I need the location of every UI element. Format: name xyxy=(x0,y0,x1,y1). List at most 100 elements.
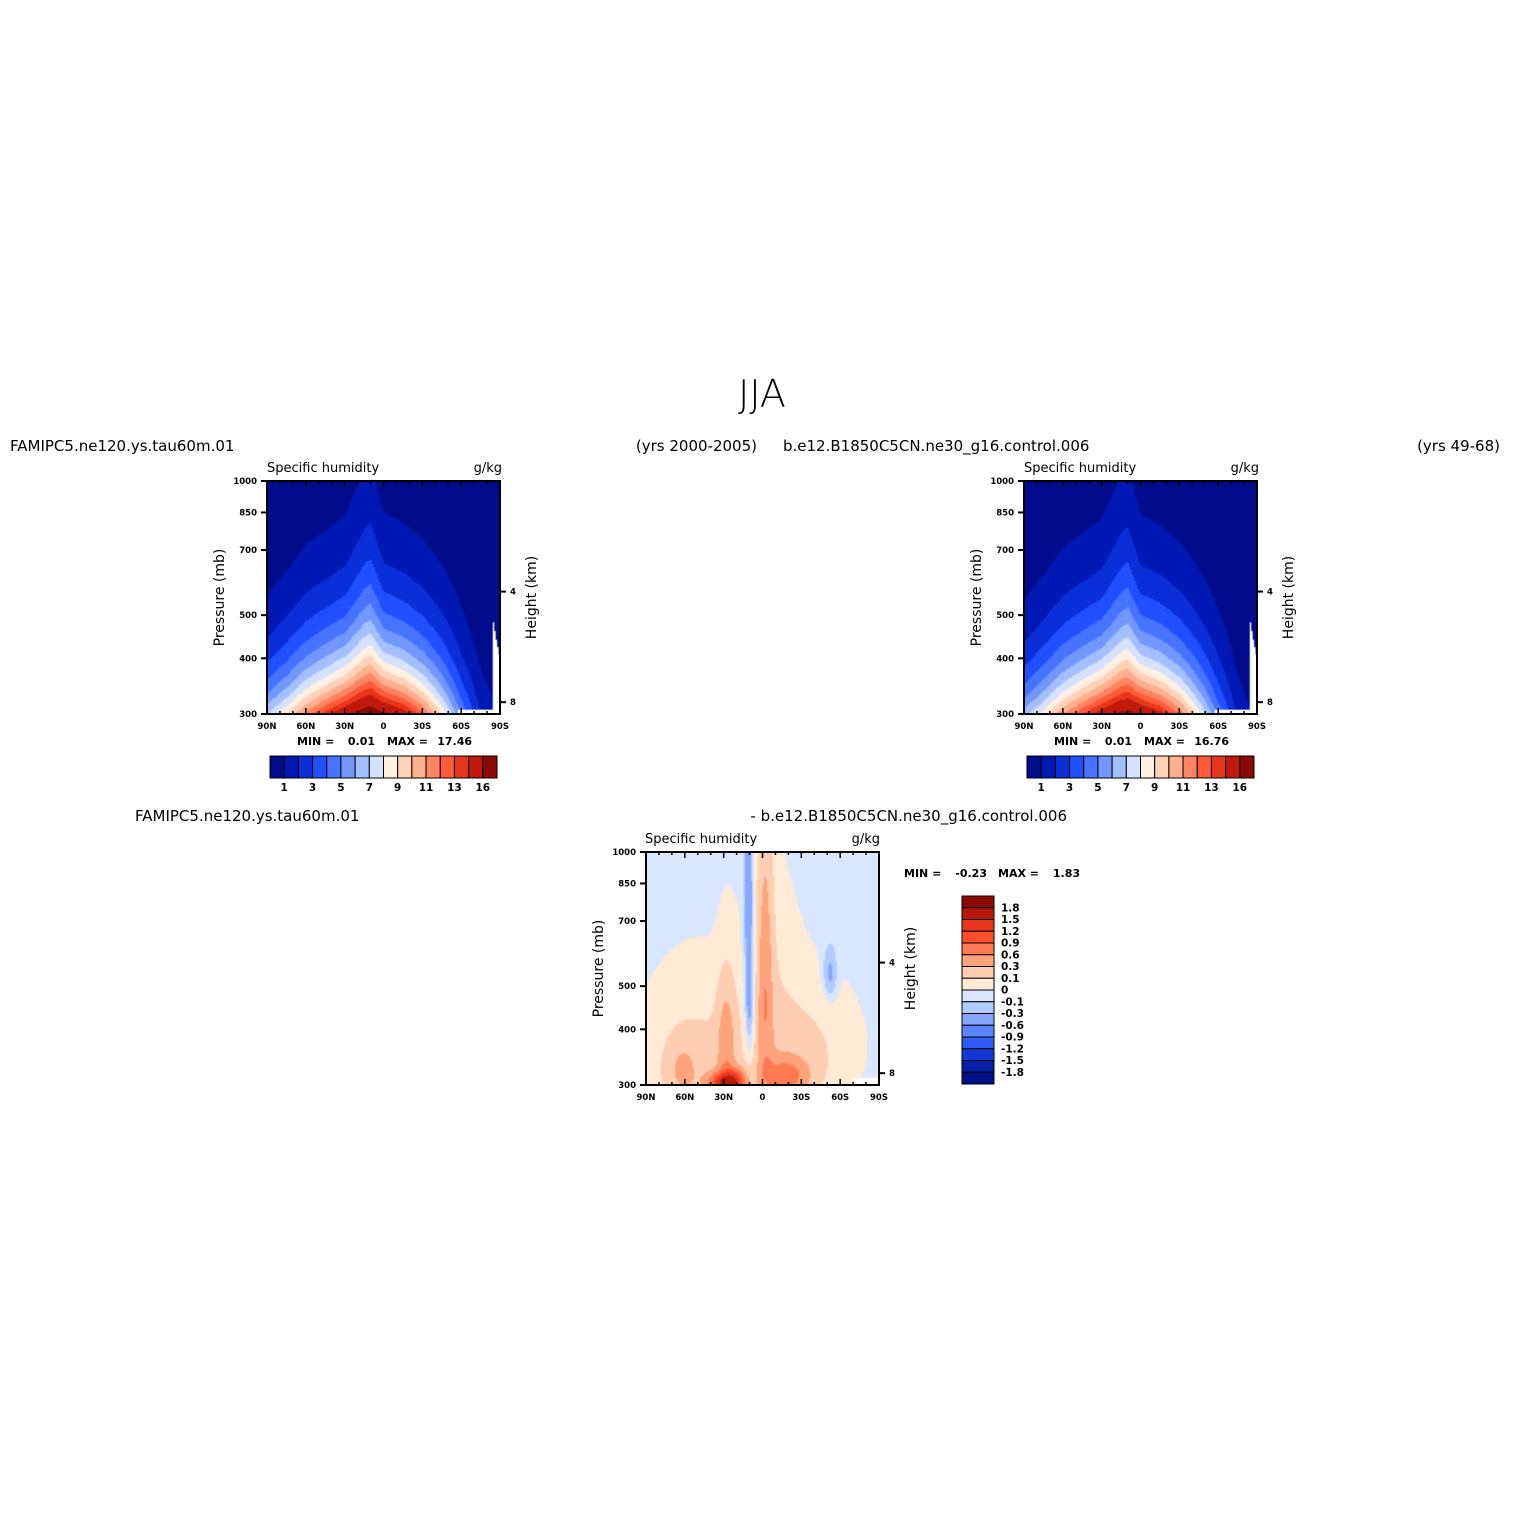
panel-3-variable: Specific humidity xyxy=(645,832,757,847)
y-axis-title: Pressure (mb) xyxy=(212,549,228,647)
panel-difference: FAMIPC5.ne120.ys.tau60m.01 - b.e12.B1850… xyxy=(135,807,1080,1103)
colorbar-swatch xyxy=(961,954,995,967)
panel-1-plot xyxy=(267,481,500,714)
colorbar-swatch xyxy=(312,755,328,779)
colorbar-label: 11 xyxy=(419,782,434,794)
colorbar-swatch xyxy=(269,755,285,779)
y-tick-label: 400 xyxy=(996,654,1014,664)
panel-1-max-value: 17.46 xyxy=(437,735,472,748)
x-tick-label: 30N xyxy=(1092,722,1111,732)
colorbar-label: 0.3 xyxy=(1001,961,1020,973)
colorbar-label: 13 xyxy=(447,782,462,794)
x-tick-label: 60S xyxy=(1209,722,1227,732)
colorbar-swatch xyxy=(1097,755,1113,779)
colorbar-swatch xyxy=(961,1060,995,1073)
colorbar-swatch xyxy=(961,989,995,1003)
x-tick-label: 30N xyxy=(714,1093,733,1103)
panel-2-colorbar: 1 3 5 7 9 11 13 16 xyxy=(1026,755,1255,794)
panel-1-min-label: MIN = xyxy=(297,735,334,748)
colorbar-swatch xyxy=(961,930,995,944)
colorbar-swatch xyxy=(411,755,427,779)
panel-2-years: (yrs 49-68) xyxy=(1417,437,1500,455)
y-tick-label: 500 xyxy=(239,611,257,621)
colorbar-swatch xyxy=(961,1013,995,1026)
colorbar-swatch xyxy=(961,1071,995,1085)
y-tick-label: 1000 xyxy=(990,477,1014,487)
colorbar-label: 7 xyxy=(1123,782,1130,794)
colorbar-label: 9 xyxy=(1151,782,1158,794)
colorbar-label: -1.5 xyxy=(1001,1055,1024,1067)
colorbar-swatch xyxy=(354,755,370,779)
colorbar-label: 1.5 xyxy=(1001,914,1020,926)
y-tick-label: 300 xyxy=(239,710,257,720)
y-right-tick-label: 8 xyxy=(510,698,516,708)
colorbar-swatch xyxy=(1239,755,1255,779)
panel-control: b.e12.B1850C5CN.ne30_g16.control.006 (yr… xyxy=(783,437,1500,794)
y-right-tick-label: 4 xyxy=(1267,588,1273,598)
colorbar-swatch xyxy=(439,755,455,779)
panel-2-max-value: 16.76 xyxy=(1194,735,1229,748)
y-tick-label: 700 xyxy=(239,546,257,556)
colorbar-swatch xyxy=(961,966,995,979)
colorbar-label: 0 xyxy=(1001,985,1008,997)
colorbar-label: 0.6 xyxy=(1001,949,1020,961)
x-tick-label: 60N xyxy=(1053,722,1072,732)
x-tick-label: 0 xyxy=(1138,722,1144,732)
colorbar-label: -1.8 xyxy=(1001,1067,1024,1079)
colorbar-label: 11 xyxy=(1176,782,1191,794)
y-tick-label: 500 xyxy=(618,982,636,992)
panel-2-max-label: MAX = xyxy=(1144,735,1185,748)
x-tick-label: 60S xyxy=(831,1093,849,1103)
colorbar-swatch xyxy=(961,942,995,956)
x-tick-label: 90S xyxy=(1248,722,1266,732)
colorbar-swatch xyxy=(453,755,470,779)
colorbar-swatch xyxy=(340,755,356,779)
panel-3-min-value: -0.23 xyxy=(955,867,987,880)
colorbar-swatch xyxy=(961,1048,995,1061)
y-axis-title: Pressure (mb) xyxy=(969,549,985,647)
contour-field xyxy=(267,481,500,714)
y-tick-label: 700 xyxy=(618,917,636,927)
y-tick-label: 300 xyxy=(996,710,1014,720)
x-tick-label: 0 xyxy=(760,1093,766,1103)
x-tick-label: 30S xyxy=(792,1093,810,1103)
y-right-tick-label: 4 xyxy=(889,959,895,969)
colorbar-swatch xyxy=(397,755,413,779)
x-tick-label: 60S xyxy=(452,722,470,732)
y-tick-label: 300 xyxy=(618,1081,636,1091)
panel-2-units: g/kg xyxy=(1231,461,1259,476)
colorbar-swatch xyxy=(961,1024,995,1038)
colorbar-label: -1.2 xyxy=(1001,1043,1024,1055)
panel-1-colorbar: 1 3 5 7 9 11 13 16 xyxy=(269,755,498,794)
colorbar-swatch xyxy=(1140,755,1156,779)
y-tick-label: 1000 xyxy=(233,477,257,487)
colorbar-swatch xyxy=(961,895,995,909)
y-axis-title: Pressure (mb) xyxy=(591,920,607,1018)
x-tick-label: 90N xyxy=(1015,722,1034,732)
colorbar-swatch xyxy=(961,1036,995,1050)
colorbar-swatch xyxy=(961,919,995,932)
colorbar-swatch xyxy=(368,755,384,779)
contour-field xyxy=(1024,481,1257,714)
colorbar-swatch xyxy=(1125,755,1141,779)
colorbar-swatch xyxy=(1168,755,1184,779)
panel-1-axes: 90N 60N 30N 0 30S 60S 90S 300 400 500 700 850 1000 8 4… xyxy=(212,477,540,732)
panel-1-max-label: MAX = xyxy=(387,735,428,748)
figure-title: JJA xyxy=(738,372,786,416)
colorbar-label: 1.2 xyxy=(1001,926,1020,938)
y-tick-label: 850 xyxy=(996,508,1014,518)
panel-1-years: (yrs 2000-2005) xyxy=(636,437,757,455)
panel-2-axes: 90N 60N 30N 0 30S 60S 90S 300 400 500 700 850 1000 8 4… xyxy=(969,477,1297,732)
colorbar-swatch xyxy=(1069,755,1085,779)
colorbar-swatch xyxy=(297,755,314,779)
x-tick-label: 60N xyxy=(675,1093,694,1103)
y-tick-label: 850 xyxy=(239,508,257,518)
panel-3-max-value: 1.83 xyxy=(1053,867,1080,880)
y-right-tick-label: 8 xyxy=(1267,698,1273,708)
colorbar-swatch xyxy=(1026,755,1042,779)
colorbar-label: 1.8 xyxy=(1001,902,1020,914)
y-tick-label: 700 xyxy=(996,546,1014,556)
panel-1-units: g/kg xyxy=(474,461,502,476)
y-tick-label: 850 xyxy=(618,879,636,889)
